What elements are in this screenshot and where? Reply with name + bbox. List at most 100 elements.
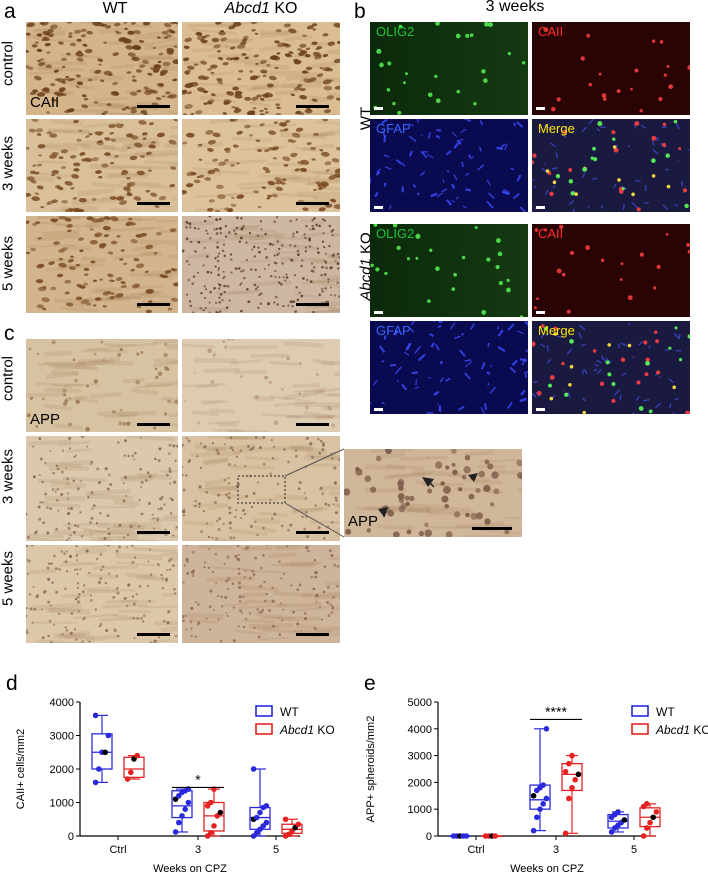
data-point (569, 752, 575, 759)
data-point (134, 752, 140, 759)
scale-bar (137, 531, 170, 534)
panel-letter-c: c (4, 322, 15, 345)
arrowhead-icon (468, 473, 478, 482)
scale-bar (296, 105, 329, 108)
data-point (217, 809, 224, 816)
data-point (653, 809, 660, 815)
data-point (257, 809, 263, 816)
chart-app-spheroids: 0 1000 2000 3000 4000 5000 Ctrl 3 5 Weeks on CPZ A… (365, 697, 708, 875)
data-point (128, 769, 134, 776)
micrograph-caii-wt-5-weeks (26, 216, 178, 313)
data-point (208, 799, 214, 806)
y-axis-title: APP+ spheroids/mm2 (365, 716, 377, 823)
zoom-line (284, 448, 345, 477)
data-point (644, 801, 650, 807)
micrograph-gfap-wt (370, 119, 528, 212)
scale-bar (536, 311, 545, 314)
data-point (263, 819, 270, 826)
data-point (185, 799, 192, 806)
data-point (179, 813, 185, 819)
micrograph-app-ko-3-weeks (182, 436, 340, 541)
scale-bar (536, 206, 545, 209)
channel-label-olig2: OLIG2 (376, 226, 415, 241)
scale-bar (536, 107, 545, 110)
data-point (540, 801, 546, 807)
data-point (124, 776, 131, 782)
y-tick-label: 3000 (408, 751, 432, 763)
data-point (208, 829, 214, 836)
scale-bar (296, 633, 329, 636)
data-point (572, 776, 578, 783)
data-point (92, 779, 99, 786)
y-axis-title: CAII+ cells/mm2 (15, 729, 27, 809)
data-point (540, 782, 546, 788)
y-tick-label: 5000 (408, 697, 432, 709)
data-point (621, 817, 628, 823)
micrograph-gfap-ko (370, 321, 528, 414)
stain-label-app-zoom: APP (348, 513, 379, 530)
y-tick-label: 3000 (50, 731, 74, 743)
zoom-connector (237, 448, 345, 538)
data-point (92, 712, 99, 719)
micrograph-caii-wt (532, 22, 690, 115)
data-point (282, 816, 289, 823)
box-wt-Ctrl (91, 714, 113, 784)
micrograph-caii-ko-3-weeks (182, 119, 340, 212)
channel-label-olig2: OLIG2 (376, 24, 415, 39)
channel-label-merge: Merge (538, 121, 575, 136)
x-tick-label: 5 (631, 844, 637, 856)
micrograph-caii-ko (532, 224, 690, 317)
panel-letter-e: e (364, 672, 376, 695)
micrograph-caii-wt-3-weeks (26, 119, 178, 212)
x-axis-title: Weeks on CPZ (510, 863, 584, 875)
scale-bar (536, 408, 545, 411)
scale-bar (374, 408, 383, 411)
panel-letter-a: a (4, 0, 16, 23)
y-tick-label: 4000 (408, 724, 432, 736)
y-tick-label: 2000 (50, 764, 74, 776)
channel-label-caii: CAII (538, 226, 564, 241)
scale-bar (296, 531, 329, 534)
column-header-wt: WT (102, 0, 128, 17)
micrograph-app-wt-3-weeks (26, 436, 178, 541)
data-point (608, 829, 615, 835)
micrograph-app-ko-control (182, 339, 340, 432)
panel-b-title: 3 weeks (485, 0, 545, 15)
significance-label: **** (545, 703, 567, 719)
scale-bar (374, 107, 383, 110)
box-wt-3 (171, 788, 193, 833)
column-header-ko: Abcd1 KO (224, 0, 298, 17)
micrograph-olig2-ko (370, 224, 528, 317)
data-point (562, 768, 569, 775)
zoom-region-box (237, 475, 286, 504)
data-point (295, 821, 302, 828)
x-tick-label: 3 (553, 844, 559, 856)
data-point (615, 809, 621, 815)
scale-bar (472, 527, 512, 530)
x-tick-label: Ctrl (109, 844, 126, 856)
scale-bar (296, 423, 329, 426)
data-point (530, 793, 537, 799)
micrograph-caii-wt-control (26, 22, 178, 115)
legend-swatch (631, 723, 649, 735)
data-point (562, 830, 569, 837)
data-point (530, 827, 537, 834)
scale-bar (374, 206, 383, 209)
significance-label: * (195, 771, 201, 787)
arrowhead-icon (378, 507, 388, 517)
micrograph-caii-ko-control (182, 22, 340, 115)
data-point (172, 829, 179, 835)
row-label-5-weeks: 5 weeks (0, 235, 17, 292)
row-label-5-weeks: 5 weeks (0, 550, 17, 607)
box-ko-3 (561, 754, 583, 834)
zoom-line (284, 502, 345, 538)
channel-label-gfap: GFAP (376, 121, 411, 136)
data-point (253, 814, 260, 821)
y-tick-label: 0 (426, 831, 432, 843)
panel-letter-b: b (354, 0, 366, 23)
scale-bar (296, 202, 329, 205)
data-point (543, 795, 550, 802)
row-label-3-weeks: 3 weeks (0, 135, 17, 192)
box-wt-3 (529, 728, 551, 832)
stain-label-caii: CAII (30, 94, 60, 111)
